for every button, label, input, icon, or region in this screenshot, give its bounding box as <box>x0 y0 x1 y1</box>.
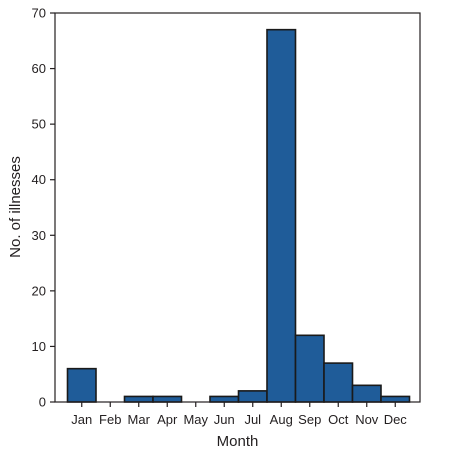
bar-apr <box>152 395 183 403</box>
y-tick-label: 20 <box>32 283 46 298</box>
x-tick-label-jun: Jun <box>214 412 235 427</box>
x-tick-label-aug: Aug <box>270 412 293 427</box>
y-tick-label: 0 <box>39 395 46 410</box>
bar-jan <box>66 367 97 403</box>
y-tick-label: 70 <box>32 6 46 21</box>
y-tick-label: 10 <box>32 339 46 354</box>
bar-jun <box>209 395 240 403</box>
x-tick-label-jan: Jan <box>71 412 92 427</box>
y-tick-label: 40 <box>32 172 46 187</box>
x-tick-label-oct: Oct <box>328 412 349 427</box>
y-axis-title: No. of illnesses <box>7 156 24 258</box>
x-tick-label-sep: Sep <box>298 412 321 427</box>
y-tick-label: 30 <box>32 228 46 243</box>
y-axis: 0 10 20 30 40 50 60 70 <box>32 6 55 410</box>
bar-jul <box>237 390 268 403</box>
x-tick-label-dec: Dec <box>384 412 408 427</box>
bar-aug <box>266 28 297 403</box>
bar-nov <box>351 384 382 403</box>
x-tick-label-jul: Jul <box>244 412 261 427</box>
plot-area-frame <box>54 12 421 403</box>
x-tick-label-apr: Apr <box>157 412 178 427</box>
bar-dec <box>380 395 411 403</box>
x-tick-label-nov: Nov <box>355 412 379 427</box>
x-tick-label-feb: Feb <box>99 412 121 427</box>
bar-mar <box>123 395 154 403</box>
x-tick-label-mar: Mar <box>128 412 151 427</box>
x-axis: Jan Feb Mar Apr May Jun Jul Aug Sep Oct Nov Dec <box>71 402 407 427</box>
bar-sep <box>294 334 325 403</box>
x-tick-label-may: May <box>183 412 208 427</box>
y-tick-label: 50 <box>32 117 46 132</box>
bars <box>66 28 411 403</box>
y-tick-label: 60 <box>32 61 46 76</box>
bar-oct <box>323 362 354 403</box>
x-axis-title: Month <box>217 433 259 450</box>
